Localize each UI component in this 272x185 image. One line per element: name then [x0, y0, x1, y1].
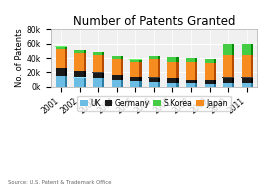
Bar: [130, 77, 140, 81]
Bar: [242, 44, 252, 55]
Bar: [139, 62, 141, 77]
Bar: [242, 78, 252, 83]
Bar: [56, 49, 66, 68]
Bar: [75, 71, 85, 78]
Bar: [93, 52, 103, 55]
Bar: [65, 46, 67, 49]
Bar: [102, 73, 104, 78]
Bar: [214, 63, 216, 80]
Bar: [93, 78, 103, 87]
Bar: [195, 83, 197, 87]
Y-axis label: No. of Patents: No. of Patents: [15, 29, 24, 88]
Bar: [130, 60, 140, 62]
Bar: [84, 50, 86, 53]
Bar: [177, 62, 179, 78]
Bar: [223, 55, 233, 78]
Bar: [186, 83, 196, 87]
Bar: [195, 58, 197, 62]
Bar: [112, 59, 122, 75]
Bar: [149, 78, 159, 82]
Bar: [186, 62, 196, 80]
Bar: [205, 59, 215, 63]
Bar: [205, 80, 215, 84]
Bar: [93, 73, 103, 78]
Bar: [65, 68, 67, 76]
Bar: [158, 82, 160, 87]
Bar: [56, 68, 66, 76]
Bar: [232, 44, 234, 55]
Bar: [214, 59, 216, 63]
Bar: [223, 44, 233, 55]
Bar: [149, 59, 159, 78]
Bar: [232, 55, 234, 78]
Bar: [251, 44, 253, 55]
Bar: [167, 62, 178, 78]
Bar: [205, 63, 215, 80]
Bar: [158, 59, 160, 78]
Bar: [186, 80, 196, 83]
Bar: [251, 78, 253, 83]
Bar: [65, 76, 67, 87]
Bar: [195, 80, 197, 83]
Bar: [214, 80, 216, 84]
Bar: [214, 84, 216, 87]
Bar: [75, 53, 85, 71]
Bar: [84, 78, 86, 87]
Bar: [186, 58, 196, 62]
Bar: [177, 78, 179, 83]
Bar: [242, 55, 252, 78]
Bar: [56, 76, 66, 87]
Bar: [102, 78, 104, 87]
Bar: [56, 46, 66, 49]
Bar: [112, 56, 122, 59]
Bar: [242, 83, 252, 87]
Bar: [102, 52, 104, 55]
Bar: [130, 81, 140, 87]
Bar: [223, 83, 233, 87]
Bar: [130, 62, 140, 77]
Legend: UK, Germany, S.Korea, Japan: UK, Germany, S.Korea, Japan: [77, 96, 231, 111]
Bar: [139, 81, 141, 87]
Bar: [93, 55, 103, 73]
Bar: [177, 83, 179, 87]
Bar: [102, 55, 104, 73]
Bar: [205, 84, 215, 87]
Bar: [112, 75, 122, 80]
Bar: [121, 75, 123, 80]
Bar: [121, 80, 123, 87]
Bar: [251, 83, 253, 87]
Bar: [167, 57, 178, 62]
Bar: [223, 78, 233, 83]
Bar: [139, 60, 141, 62]
Bar: [149, 56, 159, 59]
Text: Source: U.S. Patent & Trademark Office: Source: U.S. Patent & Trademark Office: [8, 180, 112, 185]
Bar: [167, 78, 178, 83]
Bar: [158, 78, 160, 82]
Bar: [167, 83, 178, 87]
Bar: [112, 80, 122, 87]
Bar: [149, 82, 159, 87]
Bar: [84, 71, 86, 78]
Bar: [121, 59, 123, 75]
Bar: [177, 57, 179, 62]
Bar: [65, 49, 67, 68]
Bar: [84, 53, 86, 71]
Bar: [121, 56, 123, 59]
Title: Number of Patents Granted: Number of Patents Granted: [73, 15, 235, 28]
Bar: [195, 62, 197, 80]
Bar: [75, 50, 85, 53]
Bar: [75, 78, 85, 87]
Bar: [139, 77, 141, 81]
Bar: [232, 83, 234, 87]
Bar: [251, 55, 253, 78]
Bar: [232, 78, 234, 83]
Bar: [158, 56, 160, 59]
